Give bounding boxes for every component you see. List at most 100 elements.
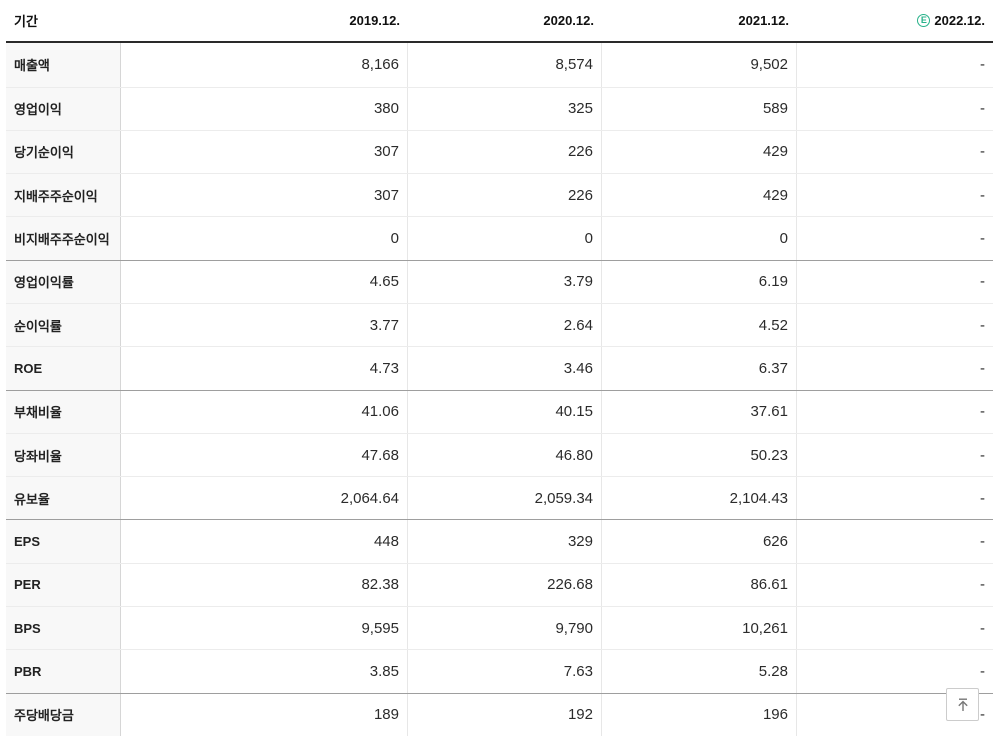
cell-reserve-ratio-col1: 2,064.64 xyxy=(121,477,408,520)
cell-operating-profit-col2: 325 xyxy=(408,87,602,130)
cell-pbr-col1: 3.85 xyxy=(121,650,408,693)
cell-roe-col4: - xyxy=(980,359,985,377)
table-row-eps: EPS 448 329 626 - xyxy=(6,519,993,563)
table-row-net-margin: 순이익률 3.77 2.64 4.52 - xyxy=(6,302,993,347)
header-col-2021-12: 2021.12. xyxy=(738,13,789,28)
row-label-operating-margin: 영업이익률 xyxy=(6,260,121,303)
table-row-net-income: 당기순이익 307 226 429 - xyxy=(6,129,993,174)
cell-net-margin-col2: 2.64 xyxy=(408,303,602,347)
cell-per-col4: - xyxy=(980,576,985,594)
cell-non-controlling-net-income-col2: 0 xyxy=(408,217,602,260)
row-label-roe: ROE xyxy=(6,347,121,390)
header-col-2020-12: 2020.12. xyxy=(543,13,594,28)
cell-operating-margin-col1: 4.65 xyxy=(121,260,408,303)
cell-debt-ratio-col1: 41.06 xyxy=(121,390,408,433)
cell-bps-col2: 9,790 xyxy=(408,607,602,650)
cell-non-controlling-net-income-col1: 0 xyxy=(121,217,408,260)
cell-bps-col4: - xyxy=(980,619,985,637)
cell-operating-margin-col3: 6.19 xyxy=(602,260,797,303)
cell-reserve-ratio-col4: - xyxy=(980,489,985,507)
cell-net-income-col1: 307 xyxy=(121,130,408,174)
cell-eps-col3: 626 xyxy=(602,520,797,563)
table-row-operating-margin: 영업이익률 4.65 3.79 6.19 - xyxy=(6,259,993,303)
cell-controlling-net-income-col2: 226 xyxy=(408,174,602,217)
cell-net-margin-col3: 4.52 xyxy=(602,303,797,347)
cell-operating-profit-col4: - xyxy=(980,100,985,118)
table-row-per: PER 82.38 226.68 86.61 - xyxy=(6,562,993,607)
cell-non-controlling-net-income-col4: - xyxy=(980,230,985,248)
cell-pbr-col4: - xyxy=(980,663,985,680)
cell-debt-ratio-col2: 40.15 xyxy=(408,390,602,433)
row-label-eps: EPS xyxy=(6,520,121,563)
cell-dividend-per-share-col1: 189 xyxy=(121,693,408,736)
cell-debt-ratio-col3: 37.61 xyxy=(602,390,797,433)
cell-roe-col2: 3.46 xyxy=(408,347,602,390)
table-header-row: 기간 2019.12. 2020.12. 2021.12. E 2022.12. xyxy=(6,0,993,43)
table-row-non-controlling-net-income: 비지배주주순이익 0 0 0- xyxy=(6,216,993,260)
row-label-controlling-net-income: 지배주주순이익 xyxy=(6,174,121,217)
table-row-debt-ratio: 부채비율 41.06 40.15 37.61 - xyxy=(6,389,993,433)
table-row-roe: ROE 4.73 3.46 6.37 - xyxy=(6,346,993,390)
cell-per-col3: 86.61 xyxy=(602,563,797,607)
row-label-reserve-ratio: 유보율 xyxy=(6,477,121,520)
cell-net-income-col3: 429 xyxy=(602,130,797,174)
cell-per-col2: 226.68 xyxy=(408,563,602,607)
cell-controlling-net-income-col3: 429 xyxy=(602,174,797,217)
cell-operating-profit-col1: 380 xyxy=(121,87,408,130)
cell-roe-col1: 4.73 xyxy=(121,347,408,390)
table-row-bps: BPS 9,595 9,790 10,261 - xyxy=(6,606,993,650)
table-row-dividend-per-share: 주당배당금 189 192 196 - xyxy=(6,692,993,736)
cell-eps-col1: 448 xyxy=(121,520,408,563)
cell-quick-ratio-col4: - xyxy=(980,446,985,464)
table-row-controlling-net-income: 지배주주순이익 307 226 429 - xyxy=(6,173,993,217)
cell-per-col1: 82.38 xyxy=(121,563,408,607)
cell-net-income-col4: - xyxy=(980,143,985,161)
cell-net-margin-col1: 3.77 xyxy=(121,303,408,347)
cell-operating-margin-col2: 3.79 xyxy=(408,260,602,303)
table-row-pbr: PBR 3.85 7.63 5.28 - xyxy=(6,649,993,693)
cell-dividend-per-share-col2: 192 xyxy=(408,693,602,736)
table-row-reserve-ratio: 유보율 2,064.64 2,059.34 2,104.43 - xyxy=(6,476,993,520)
cell-operating-margin-col4: - xyxy=(980,273,985,291)
cell-pbr-col2: 7.63 xyxy=(408,650,602,693)
row-label-net-margin: 순이익률 xyxy=(6,303,121,347)
row-label-dividend-per-share: 주당배당금 xyxy=(6,693,121,736)
table-row-operating-profit: 영업이익 380 325 589 - xyxy=(6,86,993,130)
cell-controlling-net-income-col4: - xyxy=(980,186,985,204)
cell-revenue-col2: 8,574 xyxy=(408,43,602,87)
header-period-label: 기간 xyxy=(14,14,38,29)
cell-net-income-col2: 226 xyxy=(408,130,602,174)
row-label-quick-ratio: 당좌비율 xyxy=(6,433,121,477)
row-label-net-income: 당기순이익 xyxy=(6,130,121,174)
row-label-bps: BPS xyxy=(6,607,121,650)
table-row-quick-ratio: 당좌비율 47.68 46.80 50.23 - xyxy=(6,432,993,477)
cell-reserve-ratio-col2: 2,059.34 xyxy=(408,477,602,520)
cell-quick-ratio-col1: 47.68 xyxy=(121,433,408,477)
cell-operating-profit-col3: 589 xyxy=(602,87,797,130)
header-col-2022-12-estimate: E 2022.12. xyxy=(797,13,993,28)
row-label-per: PER xyxy=(6,563,121,607)
row-label-debt-ratio: 부채비율 xyxy=(6,390,121,433)
table-body: 매출액 8,166 8,574 9,502- 영업이익 380 325 589- 당기순이익 30… xyxy=(6,43,993,736)
cell-eps-col2: 329 xyxy=(408,520,602,563)
cell-bps-col1: 9,595 xyxy=(121,607,408,650)
arrow-up-to-top-icon xyxy=(957,698,968,711)
cell-dividend-per-share-col4: - xyxy=(980,706,985,724)
cell-roe-col3: 6.37 xyxy=(602,347,797,390)
cell-quick-ratio-col2: 46.80 xyxy=(408,433,602,477)
header-col-2019-12: 2019.12. xyxy=(349,13,400,28)
row-label-pbr: PBR xyxy=(6,650,121,693)
cell-controlling-net-income-col1: 307 xyxy=(121,174,408,217)
cell-net-margin-col4: - xyxy=(980,316,985,334)
cell-bps-col3: 10,261 xyxy=(602,607,797,650)
cell-eps-col4: - xyxy=(980,533,985,551)
row-label-revenue: 매출액 xyxy=(6,43,121,87)
cell-reserve-ratio-col3: 2,104.43 xyxy=(602,477,797,520)
scroll-to-top-button[interactable] xyxy=(946,688,979,721)
header-col-2022-12-text: 2022.12. xyxy=(934,13,985,28)
cell-revenue-col3: 9,502 xyxy=(602,43,797,87)
cell-dividend-per-share-col3: 196 xyxy=(602,693,797,736)
cell-revenue-col4: - xyxy=(980,56,985,74)
cell-revenue-col1: 8,166 xyxy=(121,43,408,87)
cell-debt-ratio-col4: - xyxy=(980,403,985,421)
